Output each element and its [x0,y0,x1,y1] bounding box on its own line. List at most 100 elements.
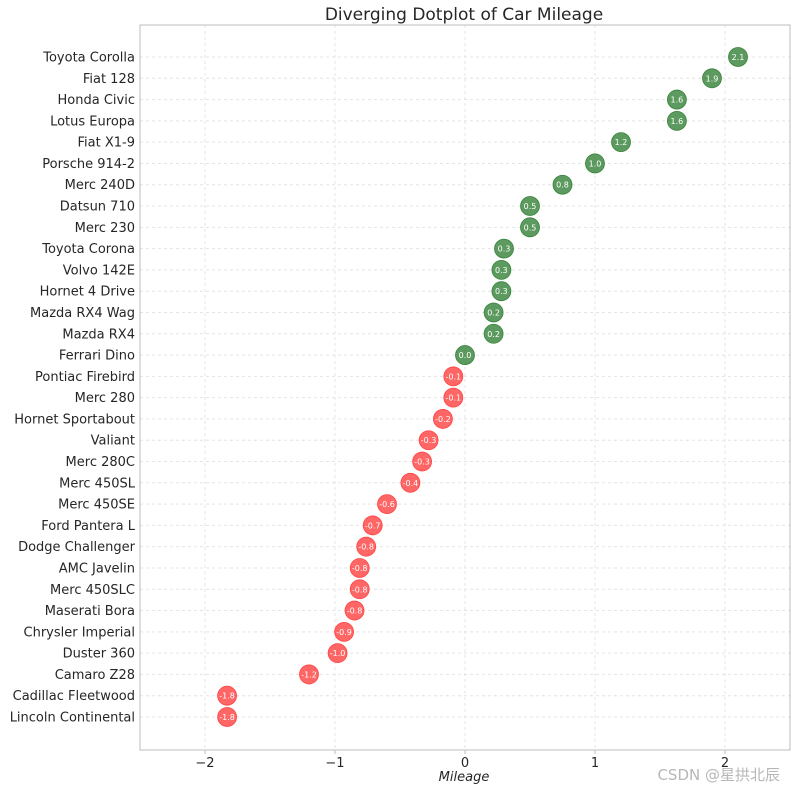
y-tick-label: Mazda RX4 Wag [30,306,135,321]
x-tick-label: −2 [195,756,214,771]
y-tick-label: Volvo 142E [63,263,135,278]
dot-marker [327,643,348,664]
dot-marker [483,323,504,344]
dot-marker [667,89,687,110]
y-tick-label: Honda Civic [58,93,135,108]
dot-value-label: -1.2 [301,670,317,679]
dot-value-label: -0.8 [347,607,363,616]
dot-marker [217,685,238,706]
dot-marker [667,110,687,131]
dot-value-label: 1.2 [615,138,628,147]
y-tick-label: Fiat X1-9 [78,136,135,151]
dot-marker [418,430,439,451]
dot-value-label: -0.3 [421,436,437,445]
dot-value-label: 0.3 [495,287,508,296]
x-axis-label: Mileage [439,770,490,785]
dot-value-label: -0.8 [352,585,368,594]
dot-value-label: -0.3 [414,458,430,467]
dot-marker [432,409,453,429]
y-tick-label: Duster 360 [63,647,135,662]
y-tick-label: Merc 280C [66,455,135,470]
dot-marker [585,153,605,174]
data-points: 2.1 1.9 1.6 1.6 1.2 1.0 0.8 0.5 0.5 0.3 0.3 0.3 0.2 0… [217,47,748,727]
dot-marker [491,281,512,302]
dot-marker [344,600,365,621]
y-tick-label: Merc 240D [65,178,135,193]
dot-marker [520,196,540,216]
dot-marker [443,387,464,408]
dot-value-label: -0.9 [336,628,352,637]
dot-value-label: -1.8 [219,713,235,722]
dot-value-label: -0.1 [445,372,461,381]
y-tick-label: Chrysler Imperial [24,625,136,640]
y-tick-label: Porsche 914-2 [42,157,135,172]
dot-value-label: -0.2 [435,415,451,424]
x-tick-label: 0 [461,756,469,771]
dot-value-label: 0.0 [459,351,472,360]
x-tick-label: −1 [325,756,344,771]
y-tick-label: Merc 450SE [58,498,135,513]
dot-marker [400,472,421,493]
dot-value-label: -0.7 [365,521,381,530]
dot-marker [299,664,319,685]
dot-value-label: 2.1 [732,53,745,62]
x-tick-label: 2 [721,756,729,771]
x-tick-label: 1 [591,756,599,771]
y-tick-label: Lotus Europa [50,114,135,129]
dot-marker [491,260,512,280]
dot-marker [611,132,631,153]
x-tick-labels: −2 −1 0 1 2 [195,750,729,771]
y-tick-label: Toyota Corona [41,242,135,257]
watermark-text: CSDN @星拱北辰 [657,766,780,784]
dot-value-label: -0.4 [403,479,419,488]
y-tick-label: Dodge Challenger [18,540,136,555]
y-tick-label: Lincoln Continental [10,711,135,726]
dot-value-label: -1.8 [219,692,235,701]
y-tick-label: Hornet Sportabout [14,412,135,427]
y-tick-labels: Toyota Corolla Fiat 128 Honda Civic Lotus E… [10,51,136,726]
dot-marker [552,174,573,195]
y-tick-label: Ferrari Dino [59,349,135,364]
dot-marker [443,366,464,387]
dot-value-label: 0.3 [498,245,511,254]
y-tick-label: Mazda RX4 [62,327,135,342]
dot-marker [702,68,722,89]
dot-value-label: 1.0 [589,159,602,168]
dot-value-label: 1.9 [706,74,719,83]
dot-value-label: 0.3 [495,266,508,275]
y-tick-label: Merc 230 [75,221,135,236]
y-tick-label: Toyota Corolla [42,51,135,66]
dot-marker [728,47,748,67]
dot-value-label: 0.8 [556,181,569,190]
y-tick-label: Merc 450SL [59,476,136,491]
dot-marker [362,515,383,536]
y-tick-label: Camaro Z28 [55,668,135,683]
dot-value-label: -0.6 [379,500,395,509]
y-tick-label: Valiant [91,434,135,449]
dot-marker [377,494,397,514]
dot-value-label: -0.8 [352,564,368,573]
dot-marker [455,345,475,365]
y-tick-label: Cadillac Fleetwood [13,689,135,704]
grid-lines [140,25,790,750]
y-tick-label: Datsun 710 [60,200,135,215]
y-tick-label: Pontiac Firebird [35,370,135,385]
dot-value-label: -0.8 [358,543,374,552]
y-tick-label: Ford Pantera L [41,519,135,534]
dot-marker [356,536,377,557]
dot-value-label: 0.2 [487,308,500,317]
dot-marker [520,217,540,238]
y-tick-label: AMC Javelin [59,561,135,576]
chart-title: Diverging Dotplot of Car Mileage [325,5,603,25]
dot-value-label: 0.2 [487,330,500,339]
dot-value-label: 1.6 [671,117,684,126]
dot-marker [349,558,370,578]
y-tick-label: Merc 450SLC [50,583,135,598]
y-tick-label: Hornet 4 Drive [40,285,135,300]
y-tick-label: Maserati Bora [45,604,135,619]
dot-marker [217,707,238,727]
dot-value-label: 0.5 [524,202,537,211]
dot-marker [494,238,514,259]
